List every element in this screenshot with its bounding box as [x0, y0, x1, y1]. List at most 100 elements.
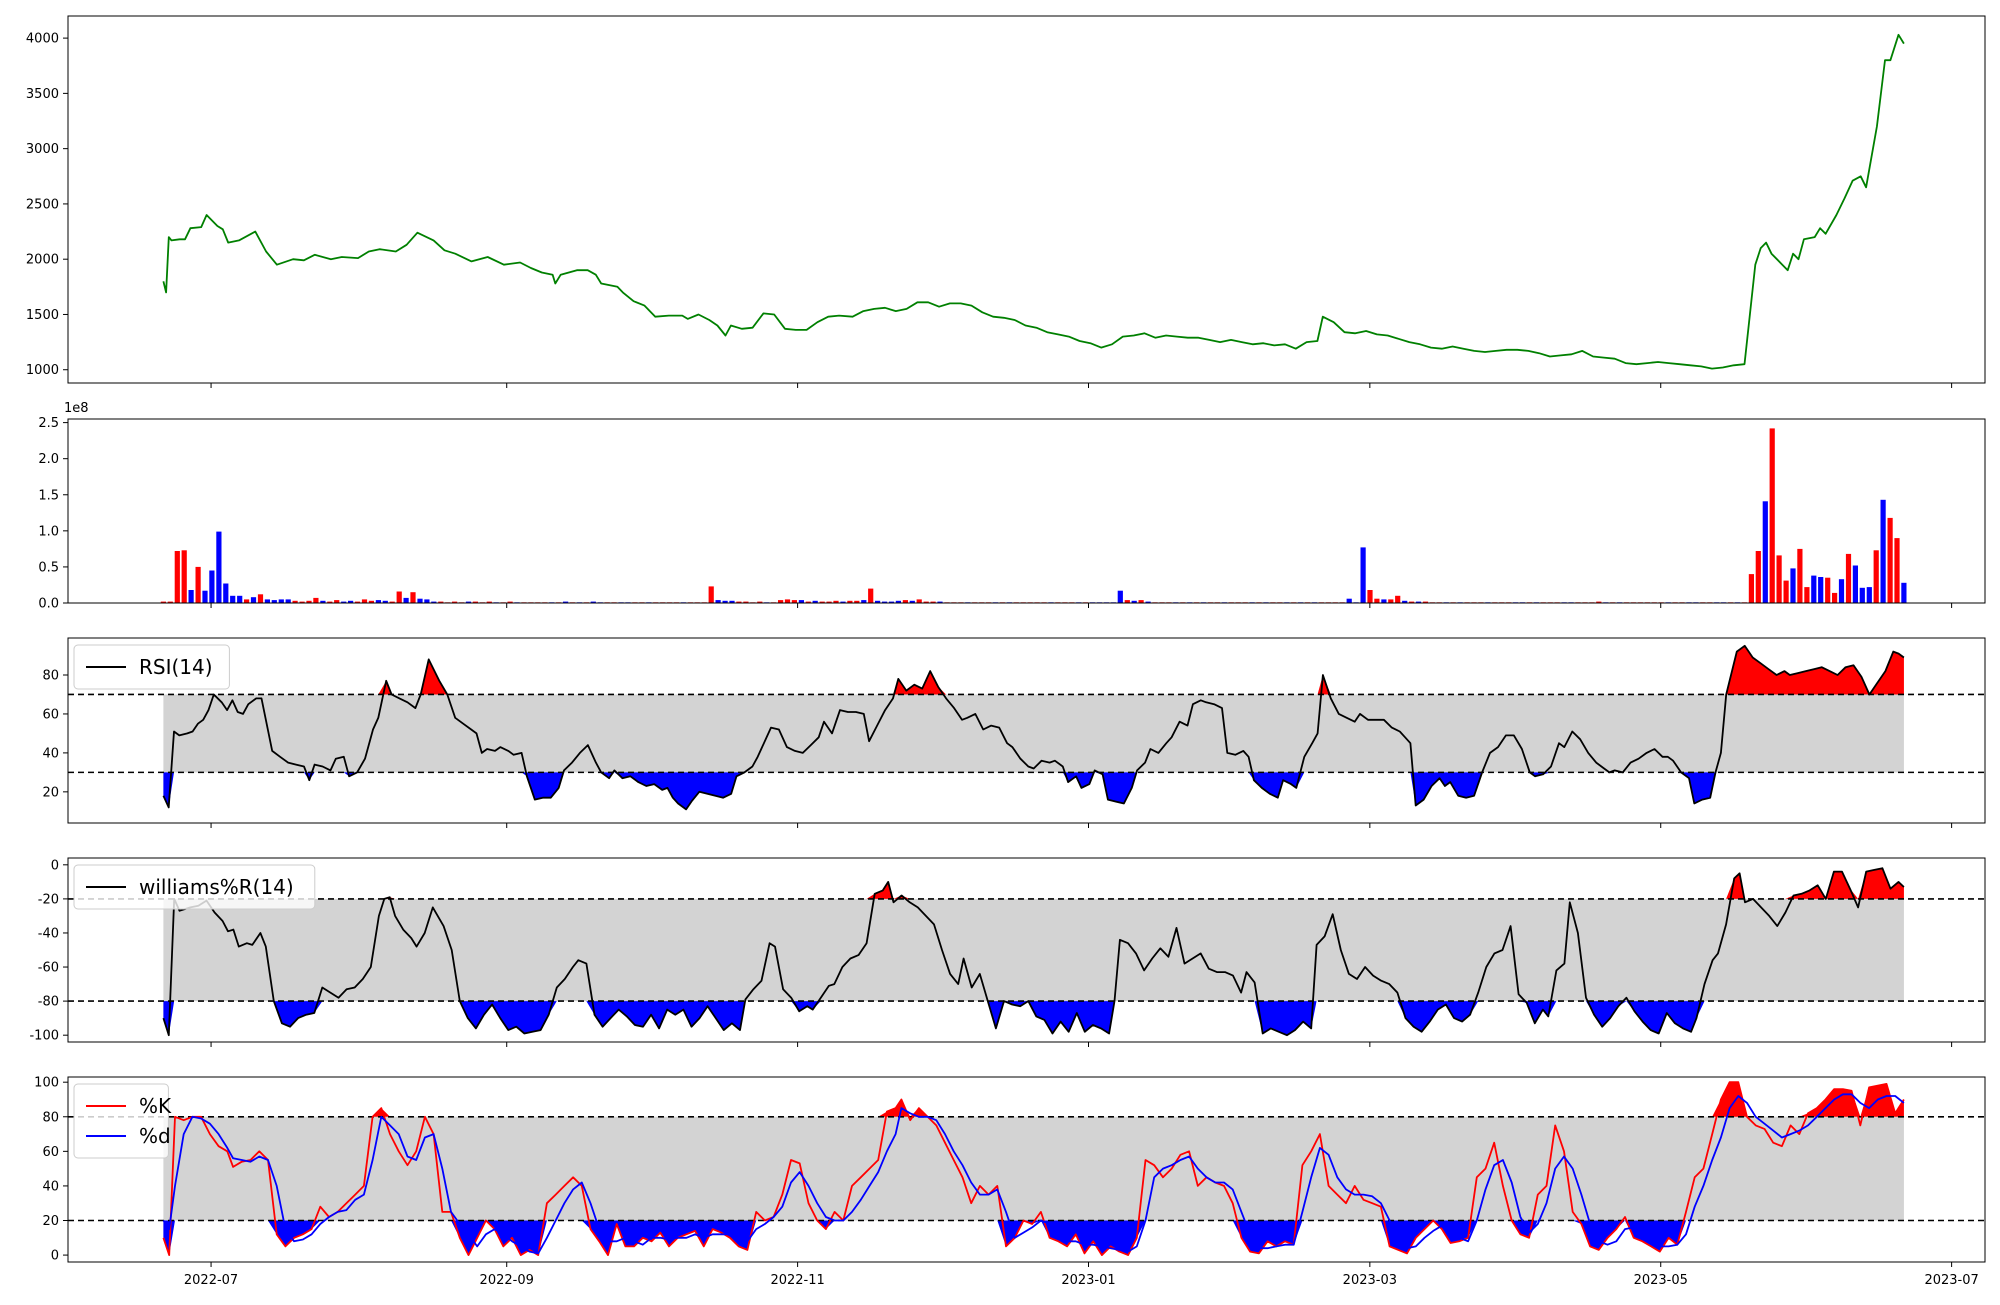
- volume-bar: [1131, 600, 1137, 603]
- legend-label: RSI(14): [139, 655, 213, 679]
- volume-bar: [1894, 538, 1900, 603]
- y-tick-label: 2.0: [38, 452, 59, 467]
- volume-bar: [341, 601, 347, 603]
- volume-bar: [431, 601, 437, 603]
- y-tick-label: 3500: [26, 87, 59, 102]
- y-tick-label: 2000: [26, 253, 59, 268]
- volume-bar: [1138, 600, 1144, 603]
- volume-bar: [1409, 601, 1415, 603]
- panel-frame: [67, 1076, 1986, 1263]
- y-tick-label: -80: [38, 995, 59, 1010]
- legend-rsi: RSI(14): [73, 644, 230, 690]
- panel-volume: 1e8 0.0 0.5 1.0 1.5 2.0 2.5: [38, 401, 1986, 612]
- volume-bar: [868, 588, 874, 603]
- volume-bar: [1901, 582, 1907, 603]
- volume-bar: [1859, 587, 1865, 603]
- volume-bar: [1790, 568, 1796, 603]
- volume-bar: [174, 551, 180, 603]
- legend-stochastic: %K %d: [73, 1083, 172, 1159]
- volume-bar: [1873, 550, 1879, 603]
- volume-bar: [299, 601, 305, 603]
- volume-bar: [313, 597, 319, 603]
- plot-area-volume: [160, 428, 1907, 603]
- volume-bar: [1811, 575, 1817, 603]
- y-tick-label: 80: [42, 669, 59, 684]
- volume-bar: [327, 601, 333, 603]
- volume-bar: [230, 595, 236, 603]
- y-tick-label: 60: [42, 707, 59, 722]
- volume-bar: [257, 594, 264, 603]
- volume-bar: [875, 600, 881, 603]
- volume-bar: [1852, 565, 1858, 603]
- volume-bar: [1748, 574, 1754, 603]
- plot-area-stochastic: [68, 1081, 1985, 1256]
- y-tick-label: 3000: [26, 142, 59, 157]
- volume-bar: [1395, 595, 1401, 603]
- volume-bar: [438, 601, 444, 603]
- volume-bar: [1769, 428, 1775, 603]
- legend-label: %K: [139, 1094, 172, 1118]
- neutral-band: [163, 1116, 1904, 1221]
- volume-bar: [465, 601, 472, 603]
- y-tick-label: 1000: [26, 363, 59, 378]
- volume-bar: [1818, 577, 1824, 603]
- y-tick-label: -100: [29, 1029, 59, 1044]
- volume-bar: [722, 600, 728, 603]
- volume-bar: [1887, 517, 1893, 603]
- volume-bar: [1388, 599, 1394, 603]
- volume-bar: [382, 600, 388, 603]
- y-tick-label: 40: [42, 1179, 59, 1194]
- volume-bar: [840, 601, 846, 603]
- plot-area-price: [162, 33, 1905, 370]
- x-tick-label: 2022-09: [480, 1273, 534, 1288]
- volume-bar: [937, 601, 943, 603]
- volume-bar: [1346, 598, 1352, 603]
- volume-bar: [715, 600, 721, 603]
- volume-bar: [1845, 553, 1852, 603]
- y-tick-label: 2500: [26, 197, 59, 212]
- volume-bar: [292, 600, 298, 603]
- volume-bar: [729, 600, 735, 603]
- volume-bar: [798, 600, 804, 603]
- volume-bar: [264, 599, 270, 603]
- volume-bar: [923, 601, 929, 603]
- volume-bar: [1117, 590, 1123, 603]
- volume-bar: [1880, 499, 1886, 603]
- volume-bar: [1145, 601, 1151, 603]
- volume-bar: [306, 600, 312, 603]
- volume-bar: [320, 600, 326, 603]
- volume-bar: [285, 599, 291, 603]
- legend-label: williams%R(14): [139, 875, 294, 899]
- volume-bar: [1825, 577, 1831, 603]
- volume-bar: [909, 600, 915, 603]
- volume-bar: [1415, 601, 1422, 603]
- volume-bar: [1124, 600, 1130, 603]
- volume-bar: [708, 586, 714, 603]
- overbought-fill: [163, 868, 1904, 899]
- volume-bar: [410, 592, 416, 603]
- volume-bar: [861, 600, 867, 603]
- y-tick-label: 0.5: [38, 560, 59, 575]
- volume-bar: [590, 601, 596, 603]
- panel-frame: [67, 857, 1986, 1043]
- volume-bar: [784, 599, 791, 603]
- y-tick-label: 80: [42, 1110, 59, 1125]
- volume-bar: [1783, 580, 1789, 603]
- legend-label: %d: [139, 1124, 171, 1148]
- volume-bar: [271, 600, 277, 603]
- y-tick-label: -40: [38, 926, 59, 941]
- volume-bar: [181, 550, 187, 603]
- volume-bar: [1762, 501, 1768, 603]
- volume-bar: [791, 600, 797, 603]
- panel-frame: [67, 15, 1986, 384]
- panel-rsi: 20 40 60 80 RSI(14): [42, 637, 1986, 828]
- x-tick-label: 2022-11: [770, 1273, 824, 1288]
- volume-bar: [1755, 551, 1761, 603]
- volume-bar: [854, 600, 860, 603]
- volume-bar: [1422, 601, 1429, 603]
- volume-bar: [563, 601, 569, 603]
- x-tick-label: 2022-07: [184, 1273, 238, 1288]
- panel-price: 1000 1500 2000 2500 3000 3500 4000: [26, 15, 1986, 388]
- y-tick-label: 0: [51, 858, 59, 873]
